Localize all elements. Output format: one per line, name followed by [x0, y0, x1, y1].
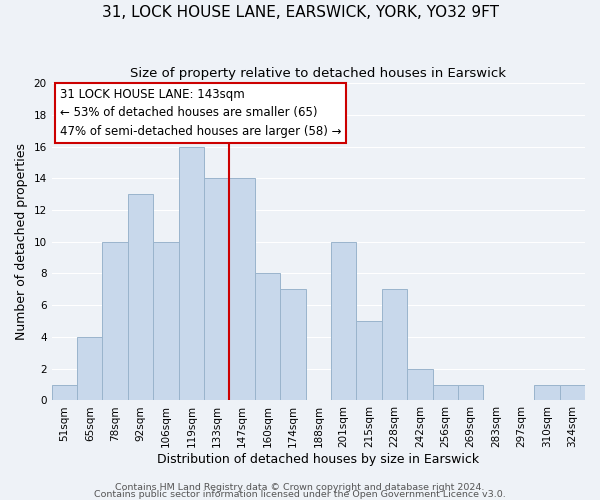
- X-axis label: Distribution of detached houses by size in Earswick: Distribution of detached houses by size …: [157, 453, 479, 466]
- Bar: [52, 384, 77, 400]
- Bar: [103, 242, 128, 400]
- Bar: [179, 146, 204, 400]
- Bar: [382, 290, 407, 401]
- Text: 31, LOCK HOUSE LANE, EARSWICK, YORK, YO32 9FT: 31, LOCK HOUSE LANE, EARSWICK, YORK, YO3…: [101, 5, 499, 20]
- Bar: [280, 290, 305, 401]
- Bar: [255, 274, 280, 400]
- Bar: [128, 194, 153, 400]
- Y-axis label: Number of detached properties: Number of detached properties: [15, 144, 28, 340]
- Bar: [229, 178, 255, 400]
- Bar: [433, 384, 458, 400]
- Text: Contains public sector information licensed under the Open Government Licence v3: Contains public sector information licen…: [94, 490, 506, 499]
- Bar: [407, 368, 433, 400]
- Bar: [204, 178, 229, 400]
- Bar: [331, 242, 356, 400]
- Bar: [153, 242, 179, 400]
- Text: Contains HM Land Registry data © Crown copyright and database right 2024.: Contains HM Land Registry data © Crown c…: [115, 484, 485, 492]
- Bar: [458, 384, 484, 400]
- Bar: [560, 384, 585, 400]
- Bar: [77, 337, 103, 400]
- Text: 31 LOCK HOUSE LANE: 143sqm
← 53% of detached houses are smaller (65)
47% of semi: 31 LOCK HOUSE LANE: 143sqm ← 53% of deta…: [59, 88, 341, 138]
- Bar: [356, 321, 382, 400]
- Bar: [534, 384, 560, 400]
- Title: Size of property relative to detached houses in Earswick: Size of property relative to detached ho…: [130, 68, 506, 80]
